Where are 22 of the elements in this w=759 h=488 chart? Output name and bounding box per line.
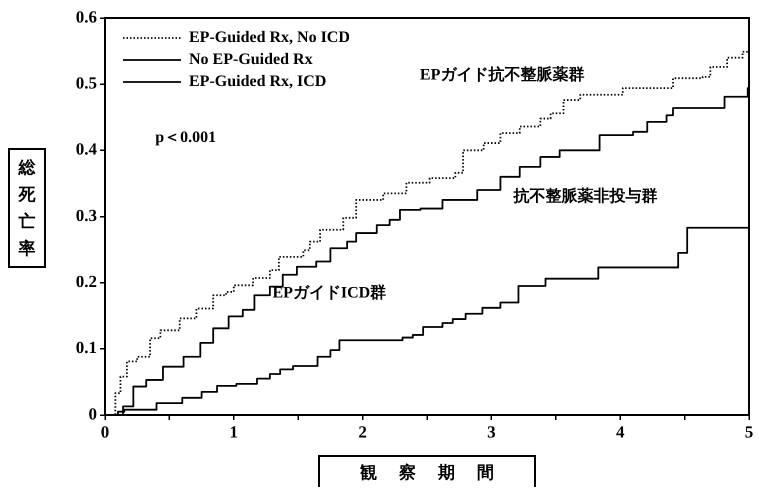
x-tick-label: 1 [230, 422, 238, 442]
legend-label: EP-Guided Rx, ICD [189, 73, 326, 90]
y-axis-title: 総死亡率 [17, 157, 36, 260]
annotation: EPガイド抗不整脈薬群 [420, 65, 584, 84]
y-tick-label: 0.1 [76, 338, 97, 358]
x-tick-label: 3 [487, 422, 496, 442]
y-tick-label: 0 [88, 404, 97, 424]
x-tick-label: 5 [744, 422, 754, 442]
annotation: EPガイドICD群 [272, 283, 386, 302]
x-tick-label: 0 [100, 422, 110, 442]
y-tick-label: 0.6 [76, 7, 97, 26]
x-tick-label: 4 [616, 422, 625, 442]
legend-label: No EP-Guided Rx [189, 51, 313, 68]
legend-label: EP-Guided Rx, No ICD [189, 29, 350, 46]
x-axis-title: 観察期間 [318, 455, 536, 487]
annotation: 抗不整脈薬非投与群 [512, 186, 658, 205]
annotation: p＜0.001 [155, 129, 216, 146]
y-tick-label: 0.5 [76, 74, 97, 93]
y-tick-label: 0.4 [76, 140, 98, 159]
x-tick-label: 2 [358, 422, 367, 442]
y-tick-label: 0.3 [76, 206, 97, 225]
y-tick-label: 0.2 [76, 272, 97, 292]
